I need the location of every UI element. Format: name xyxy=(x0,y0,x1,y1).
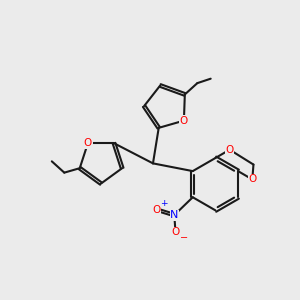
Text: O: O xyxy=(171,227,180,237)
Text: N: N xyxy=(170,210,178,220)
Text: O: O xyxy=(248,174,256,184)
Text: O: O xyxy=(152,205,160,215)
Text: O: O xyxy=(226,145,234,155)
Text: O: O xyxy=(84,138,92,148)
Text: +: + xyxy=(160,199,167,208)
Text: −: − xyxy=(180,233,188,243)
Text: O: O xyxy=(180,116,188,126)
